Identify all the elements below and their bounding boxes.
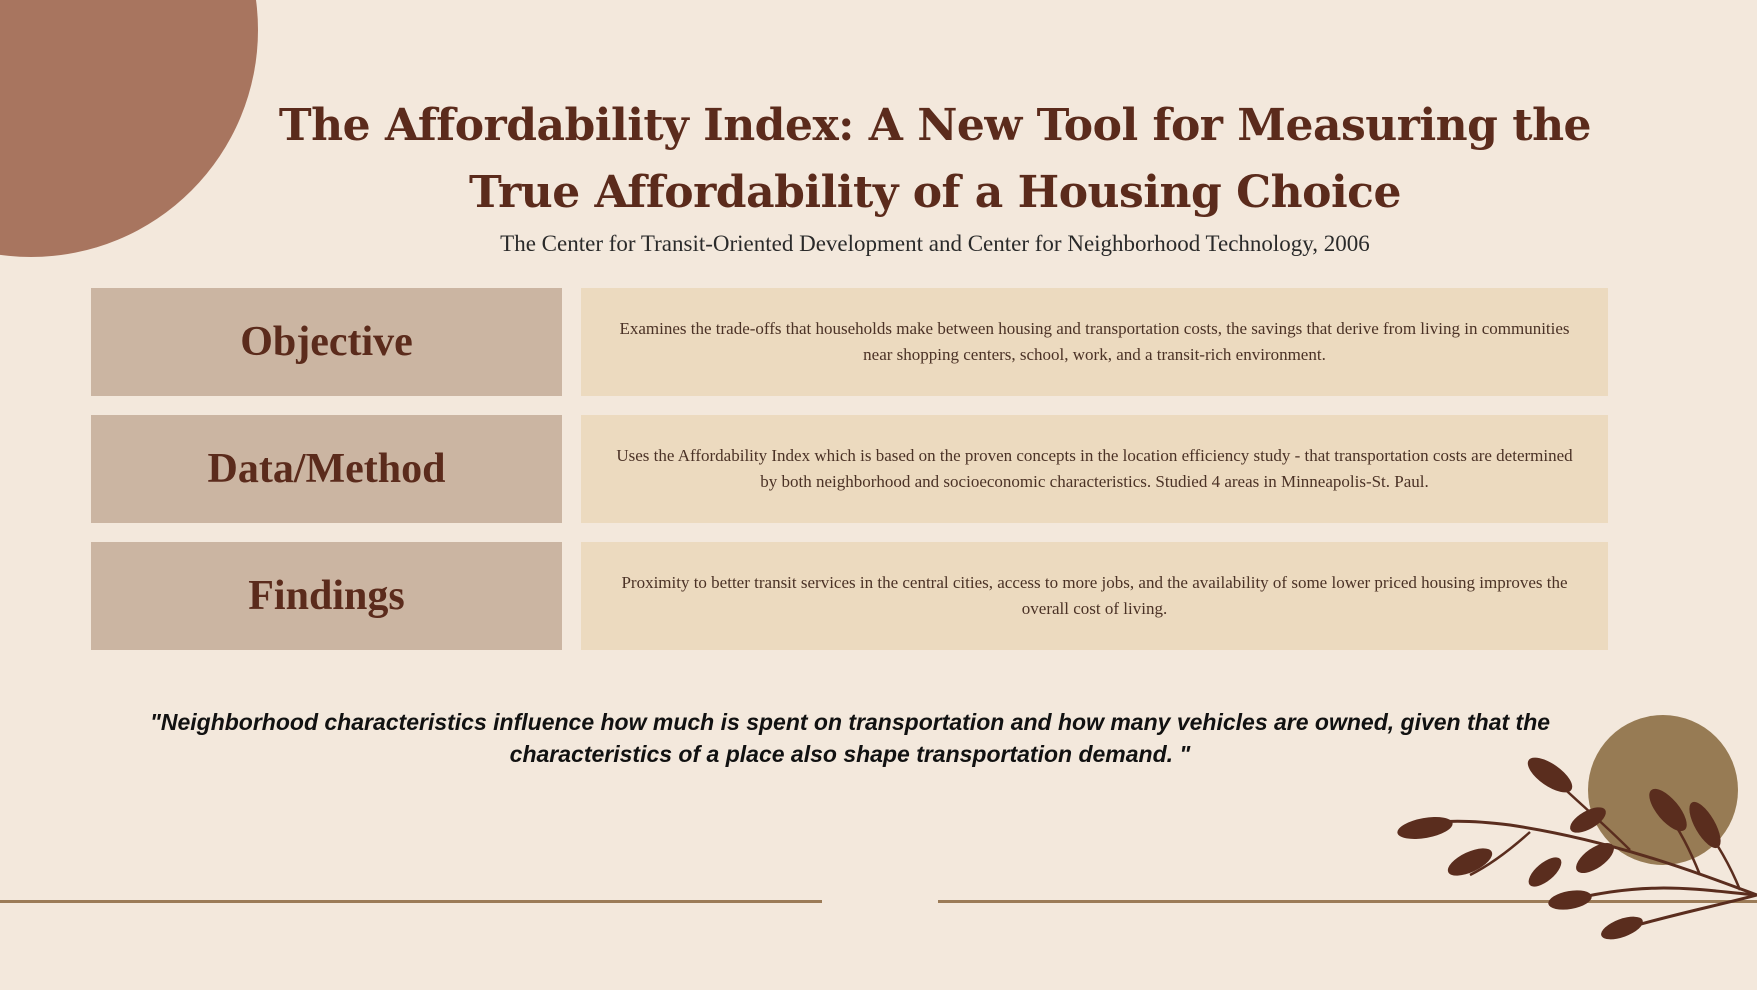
objective-row: Objective Examines the trade-offs that h…: [91, 288, 1608, 396]
page-title: The Affordability Index: A New Tool for …: [278, 100, 1592, 218]
data-method-text: Uses the Affordability Index which is ba…: [581, 415, 1608, 523]
objective-label: Objective: [91, 288, 562, 396]
divider-left: [0, 900, 822, 903]
objective-text: Examines the trade-offs that households …: [581, 288, 1608, 396]
findings-label: Findings: [91, 542, 562, 650]
data-method-row: Data/Method Uses the Affordability Index…: [91, 415, 1608, 523]
quote: "Neighborhood characteristics influence …: [149, 709, 1551, 767]
leaf-branch-icon: [1397, 757, 1757, 940]
findings-row: Findings Proximity to better transit ser…: [91, 542, 1608, 650]
page-subtitle: The Center for Transit-Oriented Developm…: [500, 231, 1370, 256]
data-method-label: Data/Method: [91, 415, 562, 523]
findings-text: Proximity to better transit services in …: [581, 542, 1608, 650]
divider-right: [938, 900, 1757, 903]
